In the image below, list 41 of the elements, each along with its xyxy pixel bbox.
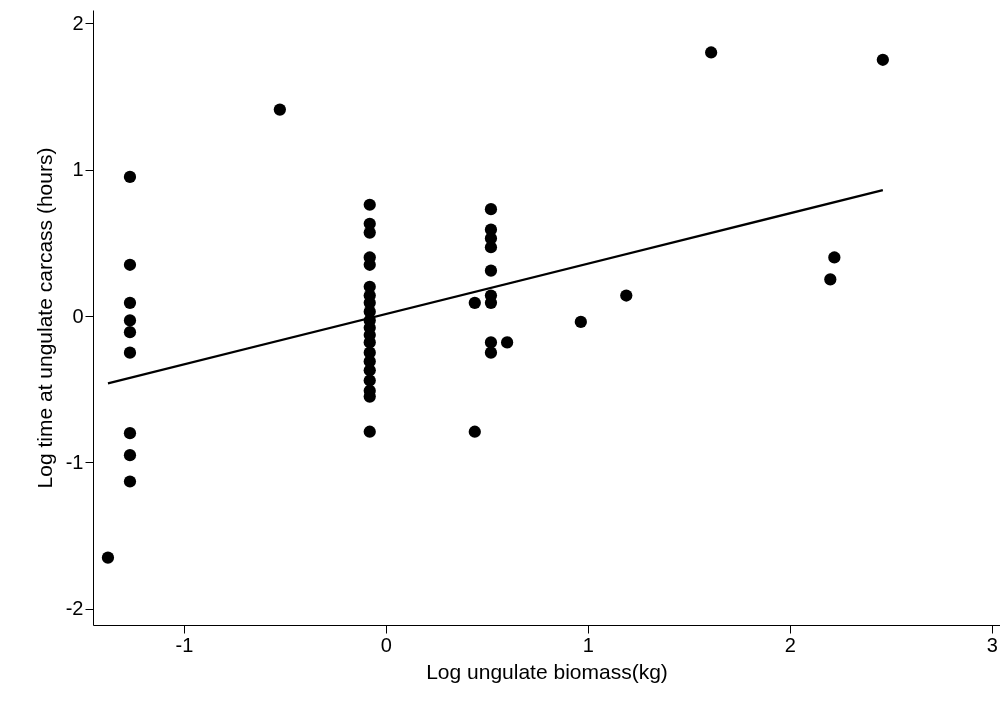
x-tick-label: 2 <box>784 633 796 656</box>
point <box>123 326 137 339</box>
point <box>824 273 837 286</box>
point <box>363 374 376 387</box>
point <box>500 336 514 349</box>
point <box>828 251 841 264</box>
x-tick-label: 3 <box>986 633 998 656</box>
point <box>123 346 137 359</box>
point <box>484 264 498 277</box>
point <box>468 296 481 309</box>
point <box>468 425 481 438</box>
y-tick-label: 0 <box>72 304 84 327</box>
point <box>123 449 137 462</box>
point <box>484 241 498 254</box>
point <box>484 203 498 216</box>
point <box>123 427 137 440</box>
x-tick-label: 0 <box>380 633 392 656</box>
point <box>363 364 376 377</box>
y-tick-label: 1 <box>72 158 84 181</box>
x-tick-label: -1 <box>175 633 194 656</box>
point <box>123 258 137 271</box>
point <box>273 103 286 116</box>
x-axis-title: Log ungulate biomass(kg) <box>426 659 668 683</box>
point <box>484 346 498 359</box>
point <box>123 314 137 327</box>
y-tick-label: 2 <box>72 11 84 34</box>
point <box>705 46 718 59</box>
point <box>484 336 498 349</box>
point <box>363 198 376 211</box>
point <box>876 53 889 66</box>
y-tick-label: -2 <box>65 597 84 620</box>
point <box>123 475 137 488</box>
point <box>101 551 115 564</box>
y-axis-title: Log time at ungulate carcass (hours) <box>32 147 56 489</box>
point <box>574 315 587 328</box>
point <box>620 289 633 302</box>
y-tick-label: -1 <box>65 450 84 473</box>
point <box>363 425 376 438</box>
point <box>123 170 137 184</box>
point <box>123 296 137 309</box>
x-tick-label: 1 <box>582 633 594 656</box>
